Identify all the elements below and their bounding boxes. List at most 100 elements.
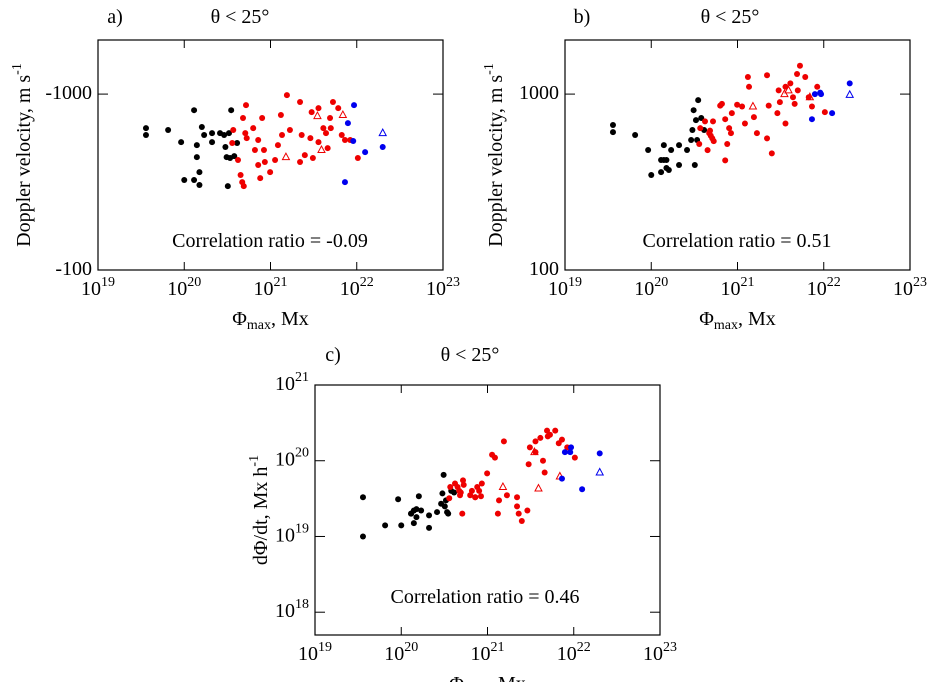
- panel-label: c): [325, 344, 341, 366]
- data-point: [297, 159, 304, 166]
- data-point: [768, 150, 775, 157]
- data-point: [503, 492, 510, 499]
- data-point: [474, 483, 481, 490]
- data-point: [500, 438, 507, 445]
- data-point: [688, 137, 695, 144]
- panel-label: a): [107, 6, 123, 28]
- data-point: [451, 489, 458, 496]
- data-point: [789, 94, 796, 101]
- data-point: [178, 139, 185, 146]
- data-point: [595, 467, 605, 476]
- data-point: [728, 110, 735, 117]
- data-point: [460, 477, 467, 484]
- data-point: [410, 520, 417, 527]
- data-point: [413, 506, 420, 513]
- data-point: [341, 179, 348, 186]
- data-point: [193, 154, 200, 161]
- x-tick-label: 1020: [634, 275, 668, 299]
- data-point: [234, 140, 241, 147]
- data-point: [209, 130, 216, 137]
- data-point: [741, 120, 748, 127]
- data-point: [196, 169, 203, 176]
- data-point: [571, 454, 578, 461]
- data-point: [811, 91, 818, 98]
- data-point: [791, 100, 798, 107]
- data-point: [440, 471, 447, 478]
- data-point: [764, 135, 771, 142]
- annotation: Correlation ratio = 0.46: [390, 586, 579, 608]
- data-point: [805, 92, 815, 101]
- data-point: [260, 147, 267, 154]
- y-tick-label: 1020: [275, 446, 309, 470]
- data-point: [434, 509, 441, 516]
- data-point: [697, 125, 704, 132]
- data-point: [297, 99, 304, 106]
- data-point: [663, 157, 670, 164]
- data-point: [324, 145, 331, 152]
- data-point: [750, 114, 757, 121]
- data-point: [227, 155, 234, 162]
- data-point: [774, 110, 781, 117]
- data-point: [225, 130, 232, 137]
- data-point: [354, 155, 361, 162]
- data-point: [775, 87, 782, 94]
- data-point: [243, 135, 250, 142]
- data-point: [338, 132, 345, 139]
- data-point: [444, 509, 451, 516]
- data-point: [229, 140, 236, 147]
- data-point: [413, 514, 420, 521]
- data-point: [689, 126, 696, 133]
- data-point: [308, 109, 315, 116]
- data-point: [338, 110, 348, 119]
- data-point: [379, 144, 386, 151]
- data-point: [309, 155, 316, 162]
- data-point: [378, 128, 388, 137]
- data-point: [676, 142, 683, 149]
- data-point: [746, 83, 753, 90]
- data-point: [727, 130, 734, 137]
- x-tick-label: 1023: [426, 275, 460, 299]
- data-point: [645, 147, 652, 154]
- data-point: [710, 118, 717, 125]
- data-point: [228, 107, 235, 114]
- data-point: [561, 449, 568, 456]
- data-point: [753, 130, 760, 137]
- data-point: [191, 107, 198, 114]
- data-point: [524, 507, 531, 514]
- data-point: [313, 111, 322, 120]
- data-point: [782, 120, 789, 127]
- data-point: [534, 483, 543, 492]
- data-point: [808, 103, 815, 110]
- x-tick-label: 1023: [643, 640, 677, 664]
- data-point: [251, 147, 258, 154]
- data-point: [329, 99, 336, 106]
- data-point: [784, 85, 793, 94]
- data-point: [191, 176, 198, 183]
- data-point: [552, 427, 559, 434]
- x-tick-label: 1019: [548, 275, 582, 299]
- data-point: [660, 142, 667, 149]
- data-point: [690, 107, 697, 114]
- data-point: [362, 149, 369, 156]
- panel-label: b): [574, 6, 591, 28]
- data-point: [663, 165, 670, 172]
- data-point: [468, 487, 475, 494]
- data-point: [491, 454, 498, 461]
- data-point: [317, 144, 326, 154]
- data-point: [418, 507, 425, 514]
- data-point: [240, 183, 247, 190]
- data-point: [193, 142, 200, 149]
- data-point: [350, 138, 357, 145]
- x-axis-label: Φmax, Mx: [232, 308, 309, 334]
- x-tick-label: 1020: [384, 640, 418, 664]
- x-tick-label: 1023: [893, 275, 927, 299]
- data-point: [198, 124, 205, 131]
- data-point: [707, 132, 714, 139]
- data-point: [196, 182, 203, 189]
- data-point: [546, 431, 553, 438]
- y-tick-label: 1018: [275, 597, 309, 621]
- x-tick-label: 1022: [807, 275, 841, 299]
- data-point: [692, 117, 699, 124]
- data-point: [283, 92, 290, 99]
- data-point: [514, 503, 521, 510]
